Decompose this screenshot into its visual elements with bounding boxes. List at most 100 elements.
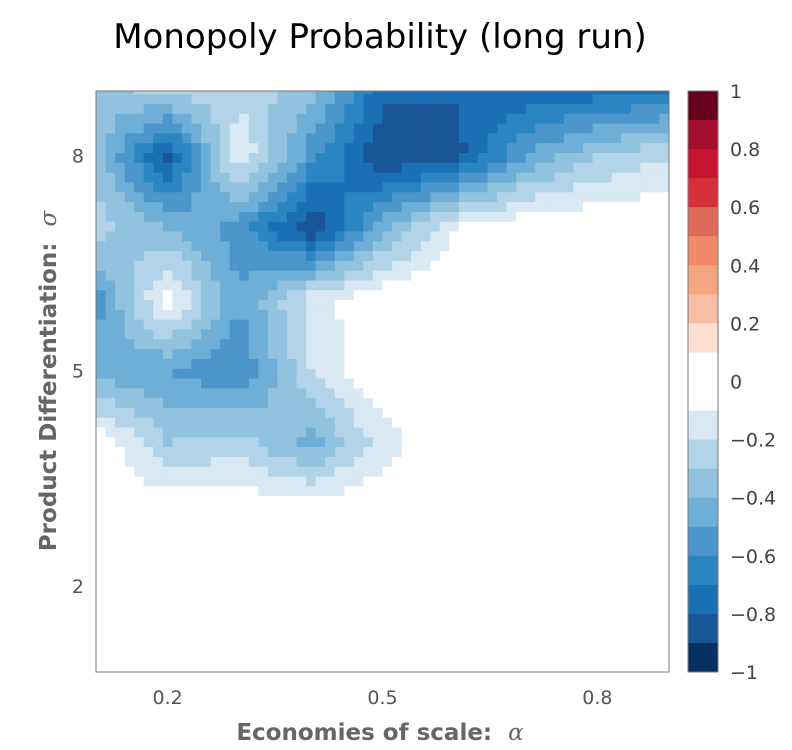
contour-cell [544, 622, 555, 634]
contour-cell [458, 299, 470, 310]
contour-cell [201, 270, 212, 281]
contour-cell [649, 485, 661, 497]
contour-cell [392, 613, 403, 624]
colorbar-levels [688, 91, 718, 673]
contour-cell [153, 613, 164, 624]
contour-cell [210, 534, 221, 546]
contour-cell [630, 662, 641, 672]
contour-cell [201, 162, 212, 173]
contour-cell [201, 279, 212, 291]
contour-cell [392, 495, 403, 506]
contour-cell [602, 123, 613, 134]
contour-cell [468, 554, 479, 565]
contour-cell [115, 397, 126, 408]
contour-cell [640, 279, 651, 291]
contour-cell [563, 544, 575, 555]
contour-cell [554, 279, 565, 291]
contour-cell [124, 191, 135, 203]
contour-cell [372, 230, 384, 242]
contour-cell [134, 181, 145, 193]
contour-cell [602, 466, 613, 477]
contour-cell [220, 524, 231, 536]
contour-cell [468, 446, 479, 457]
contour-cell [640, 515, 651, 526]
contour-cell [191, 328, 202, 340]
contour-cell [315, 152, 326, 163]
contour-cell [229, 162, 240, 173]
contour-cell [191, 142, 202, 154]
contour-cell [516, 103, 527, 114]
contour-cell [267, 436, 279, 448]
colorbar-level [688, 526, 718, 557]
contour-cell [649, 652, 661, 663]
contour-cell [296, 368, 307, 379]
contour-cell [563, 662, 575, 672]
contour-cell [487, 358, 498, 369]
contour-cell [411, 162, 422, 173]
contour-cell [258, 662, 269, 672]
contour-cell [229, 662, 240, 672]
contour-cell [525, 221, 536, 232]
contour-cell [630, 564, 641, 575]
contour-cell [220, 377, 231, 389]
contour-cell [248, 495, 259, 506]
contour-cell [621, 632, 632, 644]
contour-cell [525, 142, 536, 154]
contour-cell [134, 456, 145, 467]
contour-cell [401, 573, 412, 585]
contour-cell [277, 309, 288, 320]
contour-cell [392, 466, 403, 477]
contour-cell [630, 495, 641, 506]
contour-cell [134, 368, 145, 379]
contour-cell [239, 142, 250, 154]
contour-cell [239, 240, 250, 252]
contour-cell [525, 662, 536, 672]
contour-cell [267, 397, 279, 408]
contour-cell [497, 123, 508, 134]
contour-cell [372, 515, 384, 526]
contour-cell [229, 319, 240, 330]
contour-cell [554, 113, 565, 124]
contour-cell [611, 622, 622, 634]
contour-cell [583, 593, 594, 604]
contour-cell [353, 554, 364, 565]
contour-cell [96, 123, 107, 134]
contour-cell [306, 260, 317, 271]
contour-cell [592, 319, 603, 330]
contour-cell [229, 93, 240, 105]
contour-cell [191, 319, 202, 330]
contour-cell [535, 279, 546, 291]
contour-cell [229, 230, 240, 242]
contour-cell [220, 181, 231, 193]
contour-cell [420, 426, 431, 438]
contour-cell [506, 328, 517, 340]
contour-cell [401, 436, 412, 448]
contour-cell [201, 515, 212, 526]
contour-cell [449, 652, 460, 663]
contour-cell [611, 554, 622, 565]
contour-cell [220, 299, 231, 310]
contour-cell [267, 485, 279, 497]
contour-cell [439, 250, 450, 261]
contour-cell [649, 456, 661, 467]
contour-cell [535, 495, 546, 506]
contour-cell [115, 113, 126, 124]
contour-cell [554, 250, 565, 261]
contour-cell [344, 328, 355, 340]
contour-cell [105, 240, 116, 252]
contour-cell [649, 260, 661, 271]
contour-cell [535, 652, 546, 663]
contour-cell [277, 338, 288, 350]
contour-cell [411, 181, 422, 193]
contour-cell [535, 211, 546, 222]
contour-cell [458, 270, 470, 281]
contour-cell [162, 505, 173, 516]
contour-cell [554, 319, 565, 330]
contour-cell [201, 407, 212, 418]
contour-cell [506, 544, 517, 555]
contour-cell [573, 299, 584, 310]
contour-cell [659, 348, 669, 359]
contour-cell [181, 603, 193, 614]
contour-cell [573, 260, 584, 271]
x-axis-label-text: Economies of scale: [236, 720, 492, 746]
